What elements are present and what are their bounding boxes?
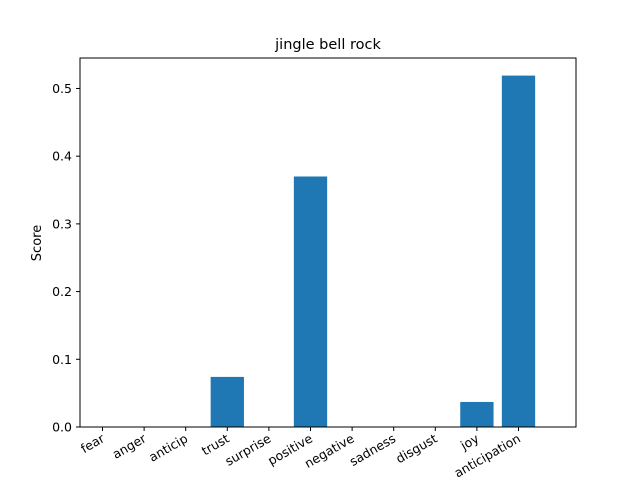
y-axis-label: Score <box>30 225 45 261</box>
x-tick-label: anticip <box>146 431 190 465</box>
x-tick-label: surprise <box>222 430 273 468</box>
y-tick-label: 0.0 <box>52 420 72 435</box>
y-tick-label: 0.4 <box>52 149 72 164</box>
x-tick-label: anger <box>110 430 150 462</box>
x-tick-label: disgust <box>393 431 440 467</box>
bar-trust <box>210 376 244 427</box>
x-tick-label: joy <box>457 430 482 453</box>
chart-title: jingle bell rock <box>274 37 381 53</box>
y-tick-label: 0.5 <box>52 81 72 96</box>
y-tick-label: 0.3 <box>52 216 72 231</box>
x-tick-label: fear <box>78 430 108 456</box>
bars-group <box>210 75 536 427</box>
y-tick-label: 0.1 <box>52 352 72 367</box>
bar-joy <box>460 401 494 427</box>
plot-frame <box>79 57 577 428</box>
x-tick-label: sadness <box>347 431 398 469</box>
y-ticks-group: 0.0 0.1 0.2 0.3 0.4 0.5 <box>52 81 80 435</box>
bar-positive <box>293 176 328 427</box>
y-tick-label: 0.2 <box>52 284 72 299</box>
bar-anticipation <box>501 75 536 427</box>
